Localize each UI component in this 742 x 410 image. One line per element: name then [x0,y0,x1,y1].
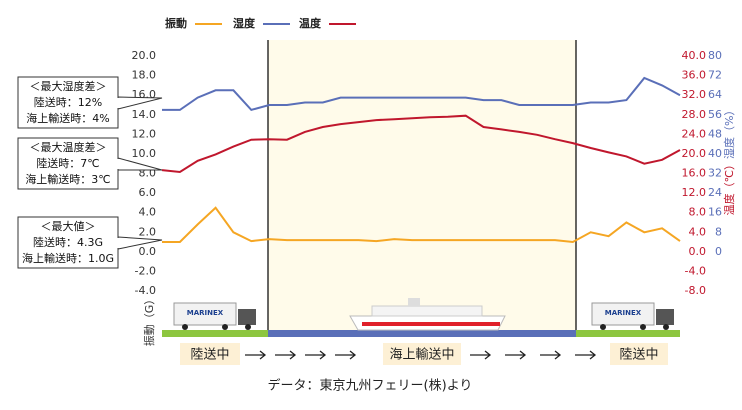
y-tick-label: 6.0 [139,186,157,199]
truck-icon: MARINEX [173,302,256,330]
phase-box [610,343,668,365]
y2-tick-label: 24.0 [682,127,707,140]
y-tick-label: 4.0 [139,206,157,219]
land-bar [162,330,268,337]
series-line [162,76,681,112]
callout-text: 陸送時：12% [34,95,102,109]
callout-text: 海上輸送時：1.0G [22,251,114,265]
y3-tick-label: 56 [708,108,722,121]
phase-label: 陸送中 [190,347,229,363]
y3-tick-label: 8 [715,225,722,238]
arrow-head [519,350,527,360]
y3-tick-label: 80 [708,49,722,62]
y2-tick-label: 16.0 [682,167,707,180]
callout-text: 海上輸送時：4% [26,111,109,125]
y2-label: 温度（℃） [722,159,736,215]
callout-box [17,216,119,269]
source: データ：東京九州フェリー(株)より [268,378,473,394]
phase-label: 海上輸送中 [389,348,454,363]
truck-icon: MARINEX [591,302,674,330]
y3-tick-label: 40 [708,147,722,160]
y3-tick-label: 72 [708,69,722,82]
ship-icon [349,298,506,331]
y2-tick-label: 12.0 [682,186,707,199]
arrow-head [289,350,297,360]
y-tick-label: -4.0 [135,284,156,297]
arrow-head [554,350,562,360]
y2-tick-label: -8.0 [685,284,706,297]
y-tick-label: 12.0 [132,127,157,140]
y-tick-label: 0.0 [139,245,157,258]
y2-tick-label: 4.0 [689,225,707,238]
series-line [161,114,681,174]
y-tick-label: -2.0 [135,264,156,277]
truck-label: MARINEX [605,309,642,317]
truck-label: MARINEX [187,309,224,317]
y2-tick-label: 32.0 [682,88,707,101]
y2-tick-label: 20.0 [682,147,707,160]
phase-label: 陸送中 [619,347,658,363]
arrow-head [589,350,597,360]
y2-tick-label: -4.0 [685,264,706,277]
y-tick-label: 14.0 [132,108,157,121]
sea-background [268,40,576,330]
callout-text: 陸送時：7℃ [36,156,99,170]
y3-label: 湿度（%） [722,105,736,159]
y2-tick-label: 0.0 [689,245,707,258]
y2-axis-label: 温度（℃）湿度（%） [722,105,736,216]
y2-tick-label: 28.0 [682,108,707,121]
legend-label: 湿度 [233,16,256,30]
y-axis-label: 振動（G） [142,294,156,347]
callout-text: 陸送時：4.3G [33,235,103,249]
arrow-head [319,350,327,360]
y3-tick-label: 0 [715,245,722,258]
callout-text: 海上輸送時：3℃ [25,172,110,186]
y3-tick-label: 32 [708,167,722,180]
y2-tick-label: 8.0 [689,206,707,219]
callout-text: ＜最大値＞ [41,219,96,233]
phase-box [180,343,240,365]
arrow-head [484,350,492,360]
arrow-head [349,350,357,360]
series-line [162,206,681,244]
phase-box [383,343,461,365]
land-bar [576,330,680,337]
callout-text: ＜最大湿度差＞ [30,79,107,93]
callout-text: ＜最大温度差＞ [30,140,107,154]
legend-label: 温度 [299,16,322,30]
y3-tick-label: 16 [708,206,722,219]
y-tick-label: 20.0 [132,49,157,62]
sea-bar [268,330,576,337]
y-tick-label: 18.0 [132,69,157,82]
y-tick-label: 2.0 [139,225,157,238]
y3-tick-label: 64 [708,88,722,101]
arrow-head [259,350,267,360]
y2-tick-label: 36.0 [682,69,707,82]
callout-box [17,76,119,129]
legend-label: 振動 [165,16,187,30]
y3-tick-label: 24 [708,186,722,199]
callout-box [17,137,119,190]
y-tick-label: 10.0 [132,147,157,160]
y2-tick-label: 40.0 [682,49,707,62]
y3-tick-label: 48 [708,127,722,140]
